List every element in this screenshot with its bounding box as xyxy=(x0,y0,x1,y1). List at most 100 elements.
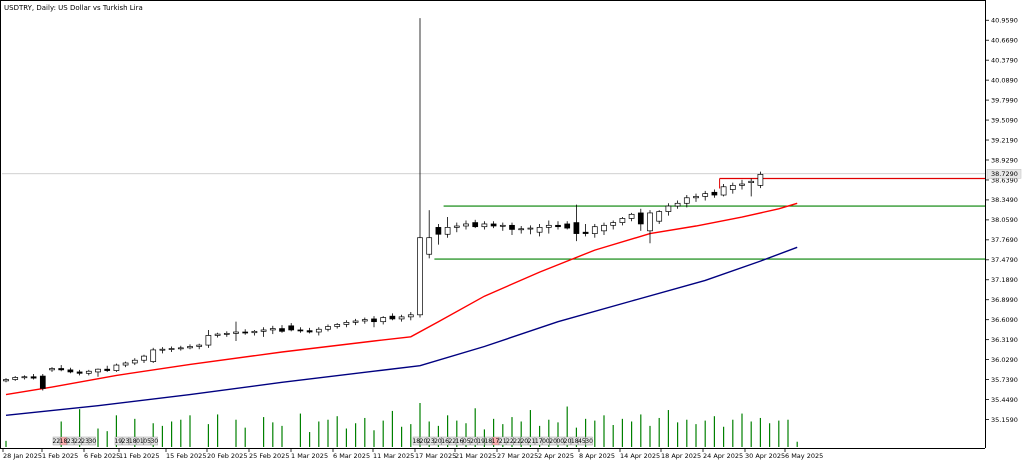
volume-tag-box xyxy=(578,436,586,446)
volume-tag-label: 30 xyxy=(585,438,593,445)
x-tick-label: 15 Feb 2025 xyxy=(166,452,206,460)
volume-tag-box xyxy=(463,436,471,446)
candle-body xyxy=(463,223,469,227)
candle-body xyxy=(260,329,267,332)
candle xyxy=(85,369,92,376)
volume-tag-box xyxy=(448,436,456,446)
volume-tag-box xyxy=(136,436,144,446)
candle-body xyxy=(205,335,212,346)
candle xyxy=(269,325,276,335)
x-tick-label: 30 Apr 2025 xyxy=(745,452,785,460)
candle-body xyxy=(527,227,534,230)
volume-tag-box xyxy=(129,436,137,446)
y-tick-label: 38.6390 xyxy=(991,176,1018,184)
volume-tag-label: 18 xyxy=(129,438,137,445)
candle-body xyxy=(95,368,101,373)
x-tick-label: 11 Feb 2025 xyxy=(119,452,159,460)
candle-body xyxy=(748,180,755,183)
moving-average-line xyxy=(5,202,798,396)
candle-body xyxy=(131,359,138,364)
candle-body xyxy=(601,224,607,232)
candle-body xyxy=(150,349,157,362)
candle xyxy=(720,184,727,197)
volume-tag-label: 23 xyxy=(81,438,89,445)
volume-tag-box xyxy=(74,436,82,446)
candle xyxy=(444,217,451,238)
candle xyxy=(67,367,74,374)
y-tick-label: 36.3190 xyxy=(991,336,1018,344)
volume-tag-label: 30 xyxy=(88,438,96,445)
candle xyxy=(325,324,331,332)
candle xyxy=(407,312,414,321)
candle-body xyxy=(536,227,543,233)
x-tick-label: 17 Mar 2025 xyxy=(415,452,456,460)
candle xyxy=(481,221,488,230)
candle xyxy=(711,189,718,198)
volume-tag-label: 18 xyxy=(60,438,68,445)
candle-body xyxy=(325,326,331,330)
x-tick-label: 24 Apr 2025 xyxy=(703,452,743,460)
candle-body xyxy=(233,331,239,334)
candle-body xyxy=(729,185,736,190)
y-tick-label: 38.0590 xyxy=(991,216,1018,224)
candle xyxy=(361,317,368,324)
candle-body xyxy=(242,331,249,334)
candle-body xyxy=(683,197,690,204)
current-price-badge xyxy=(986,169,1022,179)
candle xyxy=(527,225,534,235)
volume-tag-label: 17 xyxy=(492,438,500,445)
volume-tag-box xyxy=(542,436,550,446)
volume-tag-label: 23 xyxy=(67,438,75,445)
volume-tag-label: 17 xyxy=(535,438,543,445)
candle-body xyxy=(647,212,653,232)
chart-title: USDTRY, Daily: US Dollar vs Turkish Lira xyxy=(4,4,143,12)
volume-tag-label: 20 xyxy=(520,438,528,445)
candle-body xyxy=(739,183,745,186)
volume-tag-label: 22 xyxy=(513,438,521,445)
candle xyxy=(95,368,101,377)
candle xyxy=(233,321,239,341)
candle-body xyxy=(12,377,19,380)
candle xyxy=(536,223,543,237)
volume-tag-box xyxy=(492,436,500,446)
candle xyxy=(49,367,55,372)
candle xyxy=(159,347,166,354)
candle-body xyxy=(499,224,506,227)
candle-body xyxy=(573,222,580,234)
candle xyxy=(306,327,313,334)
x-tick-label: 28 Jan 2025 xyxy=(3,452,42,460)
volume-tag-label: 00 xyxy=(542,438,550,445)
candle xyxy=(582,223,589,237)
candle xyxy=(315,327,322,336)
candle-body xyxy=(619,218,626,223)
candle-body xyxy=(380,317,387,323)
candle-body xyxy=(49,368,55,371)
volume-tag-box xyxy=(114,436,122,446)
candle xyxy=(30,373,37,380)
volume-tag-box xyxy=(470,436,478,446)
candle-body xyxy=(352,320,359,323)
candle-body xyxy=(168,348,175,350)
candle xyxy=(472,219,479,229)
candle xyxy=(573,204,580,242)
x-tick-label: 1 Feb 2025 xyxy=(42,452,78,460)
x-tick-label: 25 Feb 2025 xyxy=(249,452,289,460)
candle xyxy=(509,222,515,235)
candle xyxy=(242,329,249,335)
candle xyxy=(453,222,460,233)
candle xyxy=(251,329,258,336)
current-price-label: 38.7290 xyxy=(991,170,1018,178)
candle-body xyxy=(58,368,65,371)
candle-body xyxy=(564,223,571,229)
volume-tag-label: 16 xyxy=(441,438,449,445)
y-tick-label: 38.3490 xyxy=(991,196,1018,204)
candle xyxy=(499,222,506,231)
candle xyxy=(150,347,157,363)
candle xyxy=(214,332,221,338)
candle-body xyxy=(582,231,589,234)
volume-tag-label: 20 xyxy=(549,438,557,445)
volume-tag-label: 20 xyxy=(564,438,572,445)
candle-body xyxy=(21,376,28,379)
